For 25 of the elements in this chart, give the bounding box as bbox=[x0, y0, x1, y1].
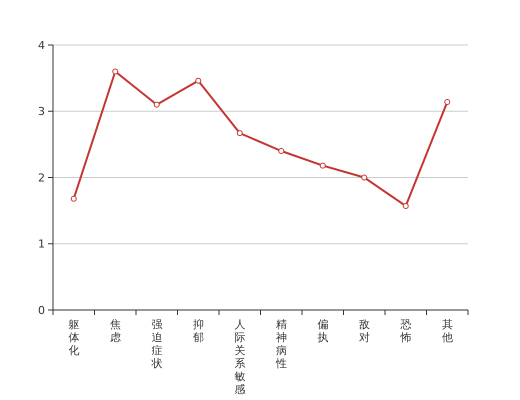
x-tick-label: 偏执 bbox=[317, 318, 328, 344]
y-tick-label: 1 bbox=[38, 238, 45, 251]
x-tick-label: 抑郁 bbox=[192, 318, 204, 344]
x-tick-label: 强迫症状 bbox=[150, 318, 162, 370]
y-tick-label: 4 bbox=[38, 38, 45, 52]
x-tick-label: 躯体化 bbox=[68, 318, 80, 357]
point bbox=[70, 196, 77, 202]
point bbox=[112, 68, 118, 74]
point bbox=[444, 98, 450, 105]
point bbox=[195, 78, 202, 84]
y-tick-label: 3 bbox=[38, 105, 45, 118]
x-tick-label: 恐怖 bbox=[399, 318, 412, 344]
point bbox=[278, 148, 284, 154]
point bbox=[320, 162, 326, 169]
point bbox=[154, 102, 160, 108]
point bbox=[402, 202, 409, 209]
x-tick-label: 其他 bbox=[442, 318, 453, 344]
point bbox=[361, 174, 368, 180]
x-tick-label: 敌对 bbox=[358, 318, 370, 344]
point bbox=[236, 130, 243, 136]
x-tick-label: 精神病性 bbox=[274, 318, 287, 370]
x-tick-label: 焦虑 bbox=[110, 318, 121, 344]
y-tick-label: 2 bbox=[38, 171, 45, 184]
y-tick-label: 0 bbox=[38, 304, 45, 317]
x-tick-label: 人际关系敏感 bbox=[234, 318, 246, 396]
